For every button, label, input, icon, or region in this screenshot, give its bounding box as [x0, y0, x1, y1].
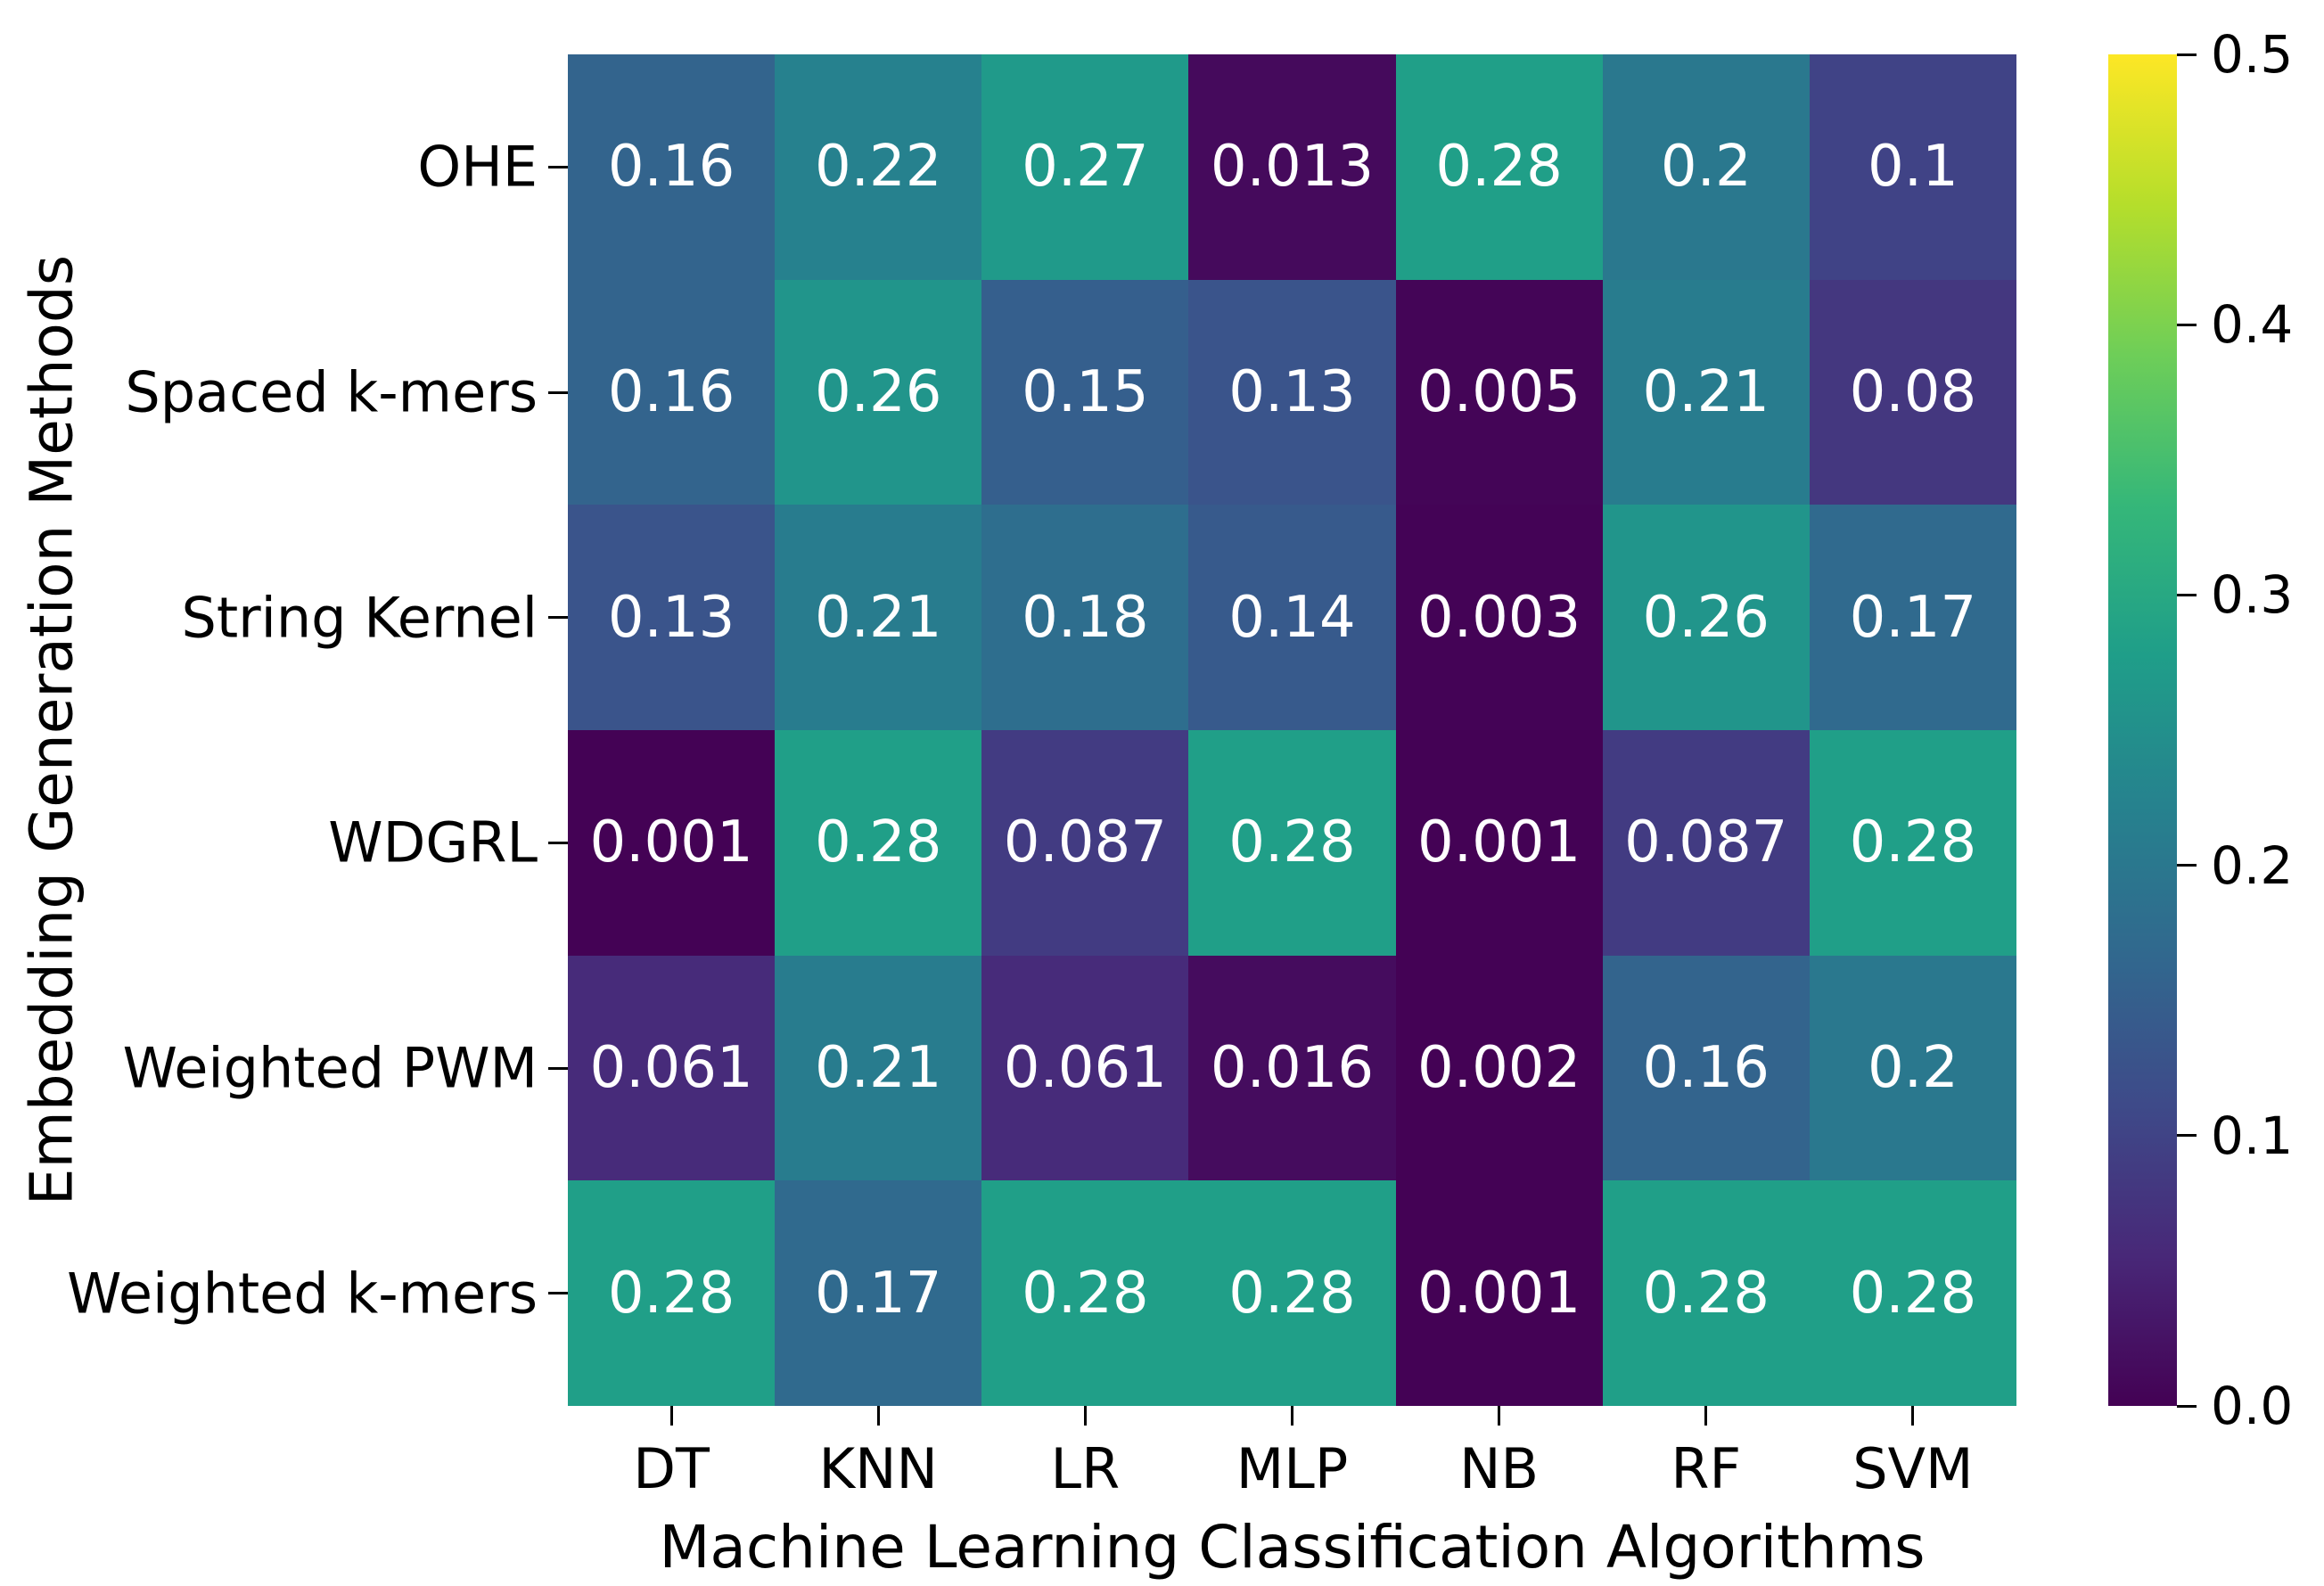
y-axis-title: Embedding Generation Methods	[17, 254, 86, 1206]
heatmap-cell-Weighted-k-mers-KNN: 0.17	[775, 1180, 982, 1406]
y-tick-mark	[548, 1292, 568, 1295]
x-tick-label-LR: LR	[1050, 1436, 1121, 1501]
y-tick-mark	[548, 841, 568, 844]
x-tick-mark	[1704, 1406, 1708, 1426]
y-tick-label-OHE: OHE	[417, 134, 538, 200]
y-tick-label-Weighted-PWM: Weighted PWM	[122, 1035, 538, 1101]
colorbar-tick-mark	[2177, 864, 2197, 867]
heatmap-cell-Weighted-PWM-LR: 0.061	[981, 955, 1189, 1181]
heatmap-cell-WDGRL-LR: 0.087	[981, 730, 1189, 956]
x-tick-label-KNN: KNN	[818, 1436, 938, 1501]
x-tick-label-SVM: SVM	[1852, 1436, 1974, 1501]
y-tick-mark	[548, 1066, 568, 1070]
x-tick-label-DT: DT	[633, 1436, 710, 1501]
heatmap-cell-Spaced-k-mers-RF: 0.21	[1602, 279, 1810, 505]
heatmap-cell-String-Kernel-KNN: 0.21	[775, 505, 982, 730]
heatmap-cell-OHE-LR: 0.27	[981, 54, 1189, 280]
heatmap-cell-String-Kernel-NB: 0.003	[1395, 505, 1603, 730]
x-tick-mark	[1291, 1406, 1293, 1426]
colorbar-tick-label-0.1: 0.1	[2211, 1105, 2294, 1166]
x-tick-label-MLP: MLP	[1236, 1436, 1349, 1501]
heatmap-cell-Weighted-k-mers-RF: 0.28	[1602, 1180, 1810, 1406]
heatmap-cell-WDGRL-NB: 0.001	[1395, 730, 1603, 956]
y-tick-label-WDGRL: WDGRL	[328, 809, 538, 875]
heatmap-cell-Spaced-k-mers-MLP: 0.13	[1188, 279, 1396, 505]
heatmap-cell-Weighted-PWM-KNN: 0.21	[775, 955, 982, 1181]
heatmap-cell-String-Kernel-SVM: 0.17	[1809, 505, 2016, 730]
heatmap-cell-OHE-MLP: 0.013	[1188, 54, 1396, 280]
y-tick-mark	[548, 616, 568, 620]
heatmap-cell-Weighted-PWM-NB: 0.002	[1395, 955, 1603, 1181]
y-tick-mark	[548, 165, 568, 168]
heatmap-cell-Weighted-PWM-RF: 0.16	[1602, 955, 1810, 1181]
heatmap-cell-OHE-SVM: 0.1	[1809, 54, 2016, 280]
heatmap-cell-WDGRL-MLP: 0.28	[1188, 730, 1396, 956]
heatmap-cell-Weighted-k-mers-DT: 0.28	[568, 1180, 776, 1406]
heatmap-cell-String-Kernel-LR: 0.18	[981, 505, 1189, 730]
heatmap-cell-WDGRL-SVM: 0.28	[1809, 730, 2016, 956]
x-tick-mark	[669, 1406, 673, 1426]
heatmap-cell-Spaced-k-mers-DT: 0.16	[568, 279, 776, 505]
heatmap-cell-Weighted-PWM-MLP: 0.016	[1188, 955, 1396, 1181]
heatmap-cell-String-Kernel-RF: 0.26	[1602, 505, 1810, 730]
colorbar-tick-label-0.4: 0.4	[2211, 294, 2294, 356]
y-tick-label-Weighted-k-mers: Weighted k-mers	[67, 1261, 538, 1327]
heatmap-cell-Spaced-k-mers-LR: 0.15	[981, 279, 1189, 505]
heatmap-cell-OHE-RF: 0.2	[1602, 54, 1810, 280]
heatmap-cell-Weighted-PWM-SVM: 0.2	[1809, 955, 2016, 1181]
heatmap-cell-OHE-DT: 0.16	[568, 54, 776, 280]
colorbar-tick-mark	[2177, 593, 2197, 596]
x-axis-title: Machine Learning Classification Algorith…	[659, 1513, 1926, 1582]
colorbar-tick-mark	[2177, 1134, 2197, 1138]
colorbar-tick-label-0.5: 0.5	[2211, 24, 2294, 85]
heatmap-cell-String-Kernel-MLP: 0.14	[1188, 505, 1396, 730]
heatmap-cell-Weighted-k-mers-NB: 0.001	[1395, 1180, 1603, 1406]
heatmap-cell-Weighted-k-mers-SVM: 0.28	[1809, 1180, 2016, 1406]
y-tick-label-String-Kernel: String Kernel	[181, 585, 538, 651]
colorbar-tick-label-0.2: 0.2	[2211, 834, 2294, 896]
heatmap-cell-Weighted-k-mers-LR: 0.28	[981, 1180, 1189, 1406]
x-tick-label-NB: NB	[1459, 1436, 1540, 1501]
y-tick-mark	[548, 390, 568, 394]
colorbar	[2108, 54, 2177, 1406]
heatmap-cell-Spaced-k-mers-SVM: 0.08	[1809, 279, 2016, 505]
colorbar-tick-label-0.0: 0.0	[2211, 1376, 2294, 1436]
heatmap-cell-Weighted-PWM-DT: 0.061	[568, 955, 776, 1181]
heatmap-cell-String-Kernel-DT: 0.13	[568, 505, 776, 730]
colorbar-tick-mark	[2177, 323, 2197, 326]
heatmap-cell-WDGRL-KNN: 0.28	[775, 730, 982, 956]
heatmap-cell-OHE-NB: 0.28	[1395, 54, 1603, 280]
heatmap-cell-WDGRL-RF: 0.087	[1602, 730, 1810, 956]
heatmap-cell-WDGRL-DT: 0.001	[568, 730, 776, 956]
x-tick-mark	[1911, 1406, 1915, 1426]
x-tick-label-RF: RF	[1671, 1436, 1742, 1501]
heatmap-cell-OHE-KNN: 0.22	[775, 54, 982, 280]
heatmap-grid: 0.16 0.22 0.27 0.013 0.28 0.2 0.1 0.16 0.26 0.15 0…	[568, 54, 2016, 1406]
colorbar-tick-mark	[2177, 53, 2197, 56]
colorbar-tick-mark	[2177, 1404, 2197, 1408]
x-tick-mark	[876, 1406, 880, 1426]
heatmap-cell-Spaced-k-mers-KNN: 0.26	[775, 279, 982, 505]
heatmap-cell-Weighted-k-mers-MLP: 0.28	[1188, 1180, 1396, 1406]
x-tick-mark	[1498, 1406, 1501, 1426]
x-tick-mark	[1083, 1406, 1087, 1426]
heatmap-cell-Spaced-k-mers-NB: 0.005	[1395, 279, 1603, 505]
y-tick-label-Spaced-k-mers: Spaced k-mers	[125, 359, 538, 425]
colorbar-tick-label-0.3: 0.3	[2211, 564, 2294, 626]
